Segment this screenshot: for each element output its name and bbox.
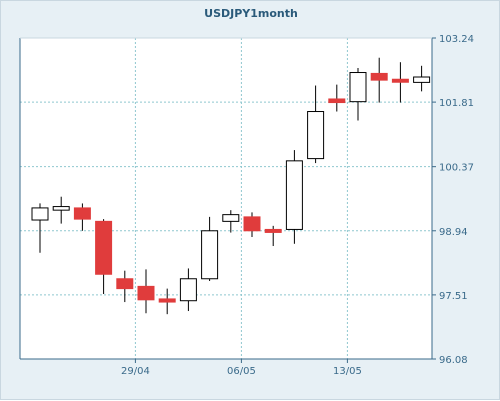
x-tick-label: 06/05 [227, 366, 256, 377]
x-tick-label: 29/04 [121, 366, 150, 377]
candle-body-down [243, 216, 261, 232]
candle-body-up [349, 72, 367, 103]
y-tick-label: 98.94 [439, 227, 468, 238]
candle-body-down [95, 220, 113, 275]
y-tick-label: 101.81 [439, 98, 474, 109]
candle-body-down [137, 285, 155, 301]
candle-body-up [52, 206, 70, 211]
candle-body-up [201, 230, 219, 280]
candle-body-down [158, 298, 176, 303]
x-tick-label: 13/05 [333, 366, 362, 377]
candle-body-down [264, 228, 282, 233]
y-tick-label: 96.08 [439, 355, 468, 366]
candle-body-down [73, 207, 91, 220]
candle-body-up [179, 278, 197, 302]
candle-body-up [31, 207, 49, 221]
y-tick-label: 100.37 [439, 163, 474, 174]
candle-body-down [391, 78, 409, 83]
candle-body-up [285, 160, 303, 230]
plot-area [20, 38, 432, 359]
candle-body-down [116, 278, 134, 290]
candle-body-up [413, 76, 431, 83]
y-tick-label: 103.24 [439, 34, 474, 45]
candle-body-up [307, 111, 325, 160]
y-tick-label: 97.51 [439, 291, 468, 302]
candle-body-down [328, 98, 346, 104]
candle-body-down [370, 72, 388, 81]
candle-body-up [222, 214, 240, 222]
chart-title: USDJPY1month [204, 7, 298, 20]
